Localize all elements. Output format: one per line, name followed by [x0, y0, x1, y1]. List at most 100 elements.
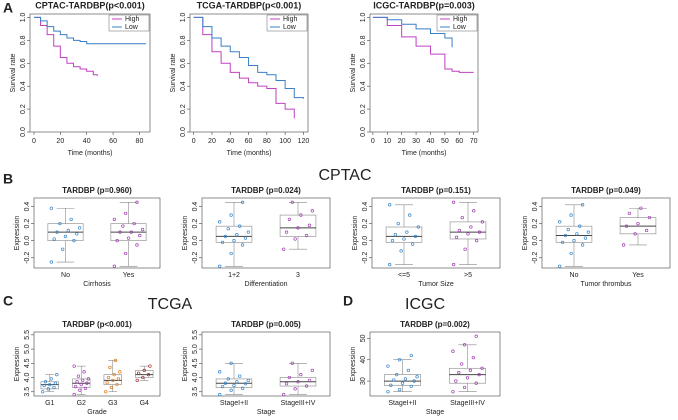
y-tick-label: 0.6 — [360, 58, 367, 68]
point — [287, 375, 292, 380]
point — [307, 378, 312, 383]
point — [66, 228, 70, 233]
point — [136, 371, 141, 375]
survival-curve — [372, 16, 474, 73]
y-tick-label: -0.2 — [532, 252, 539, 264]
y-tick-label: 0.4 — [192, 202, 199, 212]
point — [409, 384, 413, 389]
point — [83, 386, 88, 390]
point — [108, 365, 112, 370]
point — [229, 361, 233, 365]
x-tick-label: No — [61, 272, 70, 279]
x-tick-label: 40 — [226, 138, 234, 145]
point — [129, 230, 133, 234]
y-tick-label: 4.0 — [24, 373, 31, 383]
point — [304, 233, 309, 238]
plot-frame — [33, 197, 161, 269]
point — [61, 247, 65, 251]
plot-frame — [369, 331, 501, 397]
point — [75, 232, 79, 236]
chart-title: ICGC-TARDBP(p=0.003) — [373, 0, 475, 10]
y-tick-label: 5.0 — [192, 344, 199, 354]
y-tick-label: 1.0 — [180, 12, 187, 22]
y-tick-label: 50 — [360, 334, 367, 342]
point — [86, 377, 90, 381]
y-tick-label: 0.0 — [24, 236, 31, 246]
point — [223, 381, 228, 385]
y-axis-label: Expression — [350, 347, 357, 382]
point — [287, 217, 292, 221]
point — [116, 377, 121, 381]
point — [106, 375, 111, 380]
point — [454, 235, 459, 239]
x-axis-label: Time (months) — [227, 150, 272, 157]
point — [477, 373, 481, 377]
point — [393, 233, 398, 237]
x-tick-label: 0 — [32, 138, 36, 145]
point — [408, 213, 412, 217]
point — [138, 233, 142, 238]
point — [284, 230, 289, 234]
legend-box — [108, 14, 150, 32]
y-axis-label: Expression — [14, 216, 21, 251]
point — [395, 373, 399, 377]
point — [55, 373, 59, 377]
point — [82, 370, 86, 374]
point — [472, 209, 476, 213]
point — [243, 236, 248, 240]
point — [238, 224, 242, 228]
x-tick-label: G4 — [140, 400, 149, 407]
point — [135, 378, 139, 383]
point — [480, 220, 484, 224]
x-axis-label: Cirrhosis — [83, 281, 111, 288]
point — [563, 233, 568, 238]
point — [566, 227, 570, 232]
x-tick-label: >5 — [464, 272, 472, 279]
point — [124, 251, 128, 256]
x-tick-label: 60 — [109, 138, 117, 145]
point — [115, 239, 119, 243]
point — [413, 234, 418, 239]
point — [284, 382, 289, 386]
point — [232, 383, 236, 388]
point — [558, 264, 562, 268]
point — [572, 239, 576, 243]
point — [240, 200, 245, 204]
x-axis-label: Stage — [426, 409, 444, 416]
point — [462, 385, 467, 390]
x-tick-label: 80 — [136, 138, 144, 145]
y-tick-label: 4.5 — [24, 358, 31, 368]
y-tick-label: 5.0 — [24, 344, 31, 354]
survival-curve — [193, 16, 295, 119]
y-tick-label: 0.8 — [180, 35, 187, 45]
y-tick-label: 3.5 — [192, 387, 199, 397]
point — [111, 378, 115, 383]
point — [218, 220, 222, 224]
point — [296, 226, 300, 230]
point — [79, 382, 83, 387]
y-tick-label: 0.0 — [192, 236, 199, 246]
point — [220, 240, 225, 245]
y-axis-label: Survival rate — [350, 53, 357, 92]
point — [451, 390, 455, 394]
x-axis-label: Tumor thrombus — [580, 281, 632, 288]
x-tick-label: 60 — [455, 138, 463, 145]
point — [580, 203, 585, 207]
y-tick-label: 0.0 — [360, 127, 367, 137]
point — [390, 239, 395, 243]
x-tick-label: Yes — [632, 272, 644, 279]
point — [229, 388, 233, 392]
point — [126, 236, 131, 240]
chart-title: CPTAC-TARDBP(p<0.001) — [35, 0, 144, 10]
point — [388, 203, 392, 207]
point — [52, 385, 56, 390]
point — [410, 242, 415, 246]
point — [52, 237, 56, 241]
point — [304, 384, 309, 388]
y-tick-label: 0.2 — [180, 104, 187, 114]
legend-label: Low — [283, 24, 297, 31]
x-tick-label: 120 — [298, 138, 310, 145]
chart-title: TCGA-TARDBP(p<0.001) — [197, 0, 302, 10]
point — [124, 211, 128, 216]
x-tick-label: <=5 — [398, 272, 410, 279]
